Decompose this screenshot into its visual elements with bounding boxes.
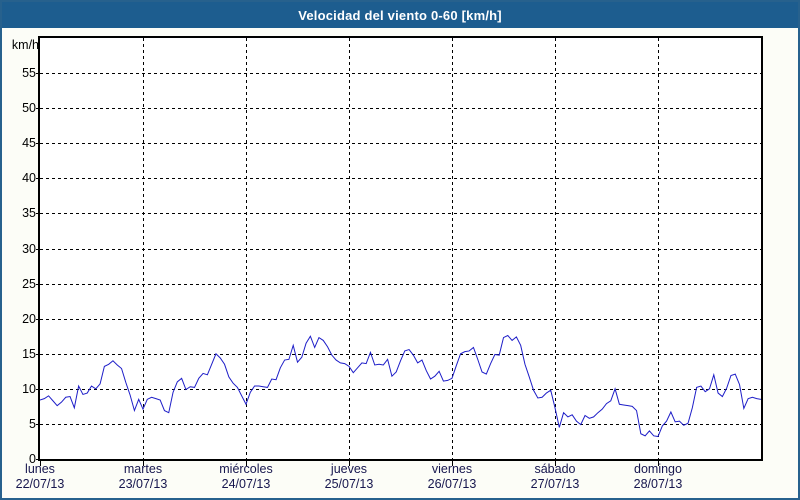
day-date: 25/07/13 — [324, 477, 374, 491]
x-day-label: miércoles 24/07/13 — [198, 462, 294, 492]
day-date: 28/07/13 — [633, 477, 683, 491]
x-day-label: martes 23/07/13 — [95, 462, 191, 492]
y-axis-tick — [36, 213, 40, 214]
y-axis-unit-label: km/h — [11, 38, 39, 52]
chart-title: Velocidad del viento 0-60 [km/h] — [298, 7, 502, 23]
y-axis-tick — [36, 143, 40, 144]
y-axis-tick — [36, 319, 40, 320]
day-date: 24/07/13 — [221, 477, 271, 491]
x-axis-tick — [452, 461, 453, 466]
y-tick-label: 45 — [22, 136, 36, 151]
y-tick-label: 30 — [22, 241, 36, 256]
y-tick-label: 0 — [29, 452, 36, 466]
y-tick-label: 35 — [22, 206, 36, 221]
day-date: 23/07/13 — [118, 477, 168, 491]
day-name: lunes — [25, 462, 55, 476]
y-axis-tick — [36, 389, 40, 390]
x-day-label: viernes 26/07/13 — [404, 462, 500, 492]
chart-title-bar: Velocidad del viento 0-60 [km/h] — [2, 2, 798, 28]
x-axis-tick — [349, 461, 350, 466]
x-axis-tick — [143, 461, 144, 466]
day-name: jueves — [330, 462, 368, 476]
y-axis-tick — [36, 178, 40, 179]
day-name: viernes — [431, 462, 473, 476]
x-day-label: lunes 22/07/13 — [2, 462, 88, 492]
y-tick-label: 10 — [22, 381, 36, 396]
day-name: sábado — [534, 462, 576, 476]
y-axis-tick — [36, 73, 40, 74]
day-date: 27/07/13 — [530, 477, 580, 491]
y-axis-tick — [36, 424, 40, 425]
y-axis-tick — [36, 354, 40, 355]
day-name: miércoles — [219, 462, 273, 476]
x-axis-tick — [555, 461, 556, 466]
y-tick-label: 55 — [22, 66, 36, 81]
x-axis-tick — [658, 461, 659, 466]
y-tick-label: 5 — [29, 416, 36, 431]
y-tick-label: 40 — [22, 171, 36, 186]
x-day-label: sábado 27/07/13 — [507, 462, 603, 492]
x-axis-tick — [40, 461, 41, 466]
day-name: domingo — [634, 462, 682, 476]
y-tick-label: 15 — [22, 346, 36, 361]
plot-area — [38, 36, 763, 461]
y-tick-label: 25 — [22, 276, 36, 291]
y-tick-label: 20 — [22, 311, 36, 326]
y-axis-tick — [36, 284, 40, 285]
day-date: 22/07/13 — [15, 477, 65, 491]
wind-speed-line — [40, 334, 761, 438]
wind-speed-line-chart — [40, 38, 761, 459]
x-axis-tick — [246, 461, 247, 466]
x-day-label: jueves 25/07/13 — [301, 462, 397, 492]
y-axis-tick — [36, 108, 40, 109]
x-day-label: domingo 28/07/13 — [610, 462, 706, 492]
y-axis-tick — [36, 459, 40, 460]
day-date: 26/07/13 — [427, 477, 477, 491]
y-axis-tick — [36, 249, 40, 250]
day-name: martes — [123, 462, 163, 476]
chart-canvas: 0 5 10 15 20 25 30 35 40 45 50 55 lunes 22/07/13 mart… — [2, 28, 798, 498]
y-tick-label: 50 — [22, 101, 36, 116]
